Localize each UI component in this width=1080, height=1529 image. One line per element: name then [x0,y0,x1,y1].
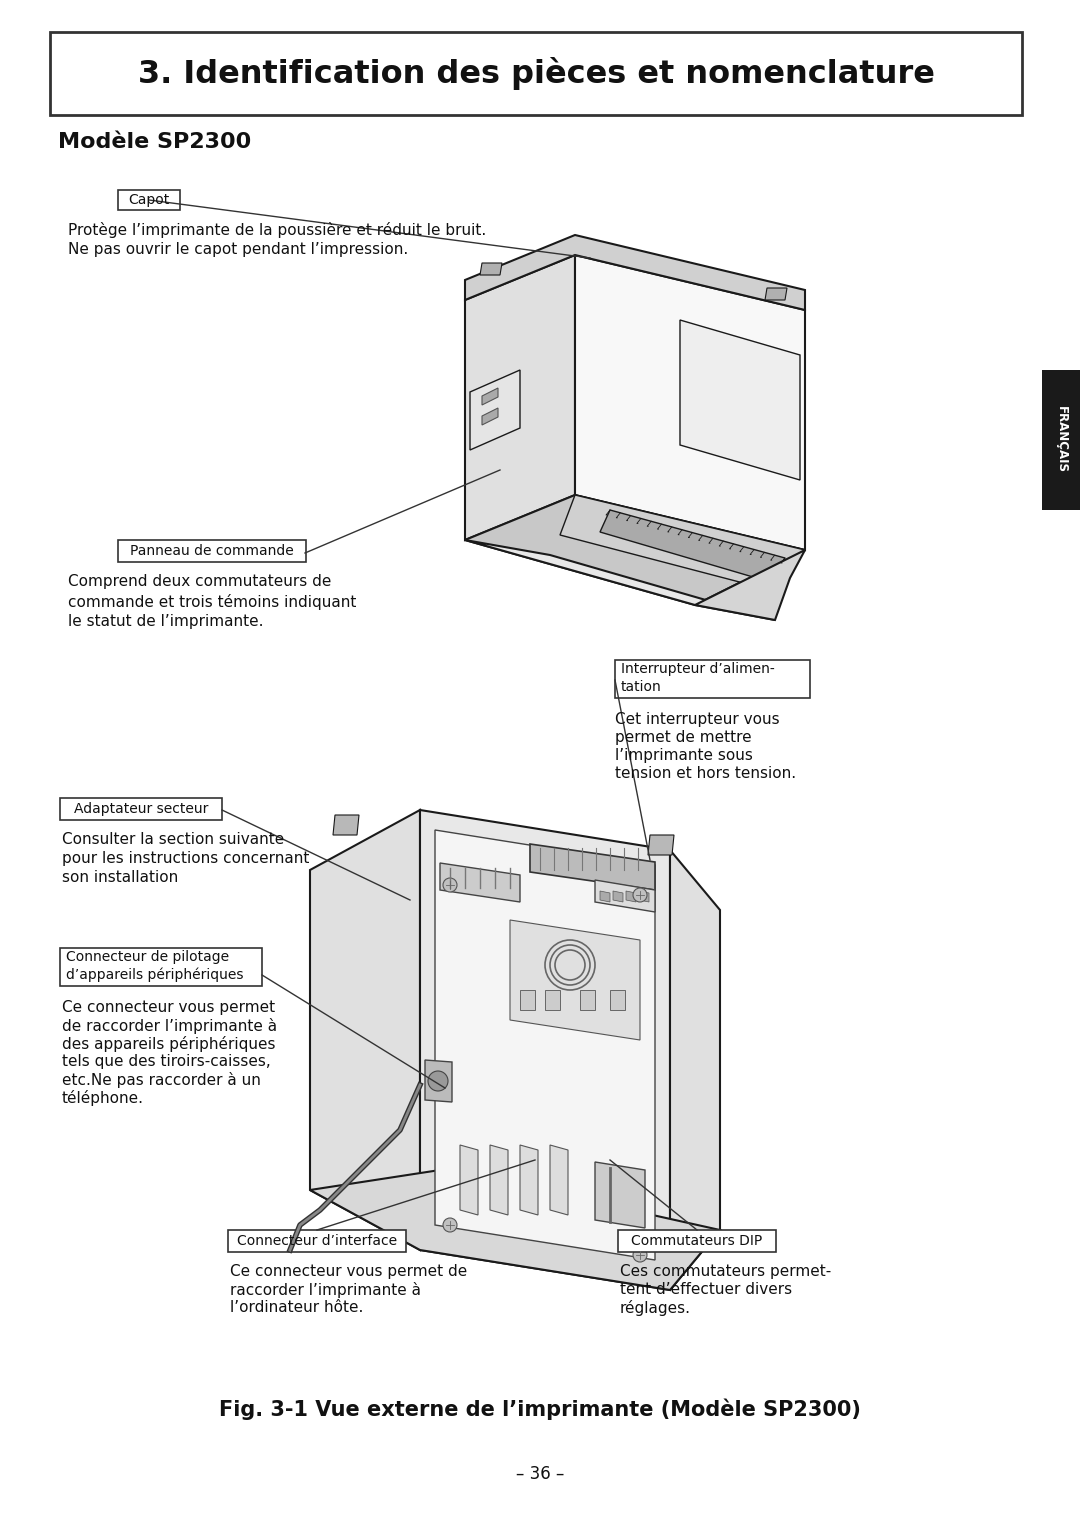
Circle shape [428,1070,448,1092]
Text: tension et hors tension.: tension et hors tension. [615,766,796,781]
Circle shape [633,888,647,902]
Bar [60,798,222,820]
Bar [50,32,1022,115]
Bar [545,989,561,1011]
Text: tent d’effectuer divers: tent d’effectuer divers [620,1281,792,1297]
Polygon shape [426,1060,453,1102]
Polygon shape [595,881,654,911]
Text: Connecteur de pilotage: Connecteur de pilotage [66,950,229,963]
Text: FRANÇAIS: FRANÇAIS [1054,407,1067,474]
Text: – 36 –: – 36 – [516,1465,564,1483]
Circle shape [443,1219,457,1232]
Bar [580,989,595,1011]
Text: tation: tation [621,680,662,694]
Polygon shape [530,844,654,890]
Polygon shape [561,495,805,590]
Polygon shape [470,370,519,450]
Polygon shape [696,550,805,619]
Polygon shape [670,850,720,1290]
Text: 3. Identification des pièces et nomenclature: 3. Identification des pièces et nomencla… [137,57,934,90]
Polygon shape [510,920,640,1040]
Bar [228,1229,406,1252]
Polygon shape [465,495,805,605]
Text: réglages.: réglages. [620,1300,691,1316]
Circle shape [443,878,457,891]
Bar [615,661,810,699]
Text: Consulter la section suivante: Consulter la section suivante [62,832,284,847]
Bar [1042,370,1080,511]
Text: pour les instructions concernant: pour les instructions concernant [62,852,309,865]
Text: commande et trois témoins indiquant: commande et trois témoins indiquant [68,593,356,610]
Text: Adaptateur secteur: Adaptateur secteur [73,803,208,816]
Text: de raccorder l’imprimante à: de raccorder l’imprimante à [62,1018,278,1034]
Polygon shape [465,540,775,619]
Polygon shape [310,1170,720,1290]
Text: Fig. 3-1 Vue externe de l’imprimante (Modèle SP2300): Fig. 3-1 Vue externe de l’imprimante (Mo… [219,1398,861,1419]
Polygon shape [595,1162,645,1228]
Text: l’ordinateur hôte.: l’ordinateur hôte. [230,1300,363,1315]
Polygon shape [490,1145,508,1216]
Text: raccorder l’imprimante à: raccorder l’imprimante à [230,1281,421,1298]
Text: Panneau de commande: Panneau de commande [130,544,294,558]
Text: téléphone.: téléphone. [62,1090,144,1105]
Polygon shape [648,835,674,855]
Polygon shape [482,408,498,425]
Text: des appareils périphériques: des appareils périphériques [62,1037,275,1052]
Bar [519,989,535,1011]
Polygon shape [550,1145,568,1216]
Text: permet de mettre: permet de mettre [615,729,752,745]
Text: tels que des tiroirs-caisses,: tels que des tiroirs-caisses, [62,1053,271,1069]
Polygon shape [440,862,519,902]
Text: Interrupteur d’alimen-: Interrupteur d’alimen- [621,662,774,676]
Circle shape [633,1248,647,1261]
Polygon shape [480,263,502,275]
Polygon shape [613,891,623,902]
Text: Ne pas ouvrir le capot pendant l’impression.: Ne pas ouvrir le capot pendant l’impress… [68,242,408,257]
Polygon shape [482,388,498,405]
Text: Cet interrupteur vous: Cet interrupteur vous [615,713,780,726]
Text: d’appareils périphériques: d’appareils périphériques [66,968,243,983]
Polygon shape [310,810,420,1251]
Text: Modèle SP2300: Modèle SP2300 [58,131,252,151]
Polygon shape [465,255,575,540]
Polygon shape [765,287,787,300]
Text: Commutateurs DIP: Commutateurs DIP [632,1234,762,1248]
Bar [618,1229,777,1252]
Polygon shape [435,830,654,1260]
Bar [610,989,625,1011]
Text: Connecteur d’interface: Connecteur d’interface [237,1234,397,1248]
Polygon shape [420,810,670,1290]
Text: Ce connecteur vous permet: Ce connecteur vous permet [62,1000,275,1015]
Polygon shape [465,235,805,310]
Text: Protège l’imprimante de la poussière et réduit le bruit.: Protège l’imprimante de la poussière et … [68,222,486,239]
Polygon shape [333,815,359,835]
Polygon shape [639,891,649,902]
Bar [118,190,180,209]
Polygon shape [575,255,805,550]
Polygon shape [680,320,800,480]
Text: Comprend deux commutateurs de: Comprend deux commutateurs de [68,573,332,589]
Text: Ces commutateurs permet-: Ces commutateurs permet- [620,1264,832,1278]
Text: Capot: Capot [129,193,170,206]
Text: l’imprimante sous: l’imprimante sous [615,748,753,763]
Bar [60,948,262,986]
Polygon shape [460,1145,478,1216]
Polygon shape [519,1145,538,1216]
Text: le statut de l’imprimante.: le statut de l’imprimante. [68,615,264,628]
Polygon shape [600,511,785,583]
Text: Ce connecteur vous permet de: Ce connecteur vous permet de [230,1264,468,1278]
Bar [118,540,306,563]
Text: etc.Ne pas raccorder à un: etc.Ne pas raccorder à un [62,1072,261,1089]
Polygon shape [626,891,636,902]
Text: son installation: son installation [62,870,178,885]
Polygon shape [600,891,610,902]
